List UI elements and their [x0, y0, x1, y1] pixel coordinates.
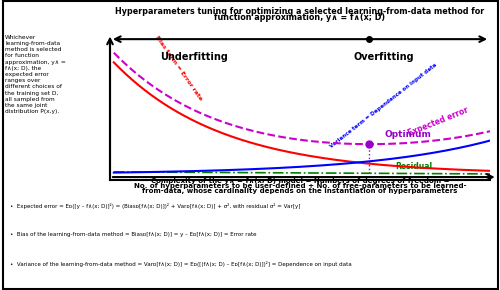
- Text: Overfitting: Overfitting: [354, 52, 414, 62]
- Text: Underfitting: Underfitting: [160, 52, 228, 62]
- Text: Whichever
learning-from-data
method is selected
for function
approximation, y∧ =: Whichever learning-from-data method is s…: [5, 35, 66, 114]
- Text: function approximation, y∧ = f∧(x; D): function approximation, y∧ = f∧(x; D): [214, 13, 386, 22]
- Text: Optimum: Optimum: [384, 130, 432, 139]
- Text: •  Variance of the learning-from-data method = Varᴅ[f∧(x; D)] = Eᴅ([(f∧(x; D) – : • Variance of the learning-from-data met…: [10, 261, 352, 267]
- Text: Bias term = Error rate: Bias term = Error rate: [154, 34, 203, 101]
- Text: •  Expected error = Eᴅ([y – f∧(x; D)]²) = (Biasᴅ[f∧(x; D)])² + Varᴅ[f∧(x; D)] + : • Expected error = Eᴅ([y – f∧(x; D)]²) =…: [10, 203, 300, 209]
- Text: Variance term = Dependence on input data: Variance term = Dependence on input data: [329, 63, 438, 149]
- Text: from-data, whose cardinality depends on the instantiation of hyperparameters: from-data, whose cardinality depends on …: [142, 188, 458, 194]
- Text: No. of hyperparameters to be user-defined + No. of free-parameters to be learned: No. of hyperparameters to be user-define…: [134, 183, 466, 189]
- Text: •  Bias of the learning-from-data method = Biasᴅ[f∧(x; D)] = y – Eᴅ[f∧(x; D)] = : • Bias of the learning-from-data method …: [10, 232, 256, 237]
- Text: Complexity of the y∧ = f∧(x; D) model = Numbers of degrees of freedom =: Complexity of the y∧ = f∧(x; D) model = …: [151, 178, 449, 184]
- Text: Expected error: Expected error: [406, 105, 470, 138]
- Text: Residual: Residual: [395, 162, 432, 171]
- Text: Hyperparameters tuning for optimizing a selected learning-from-data method for: Hyperparameters tuning for optimizing a …: [116, 7, 484, 16]
